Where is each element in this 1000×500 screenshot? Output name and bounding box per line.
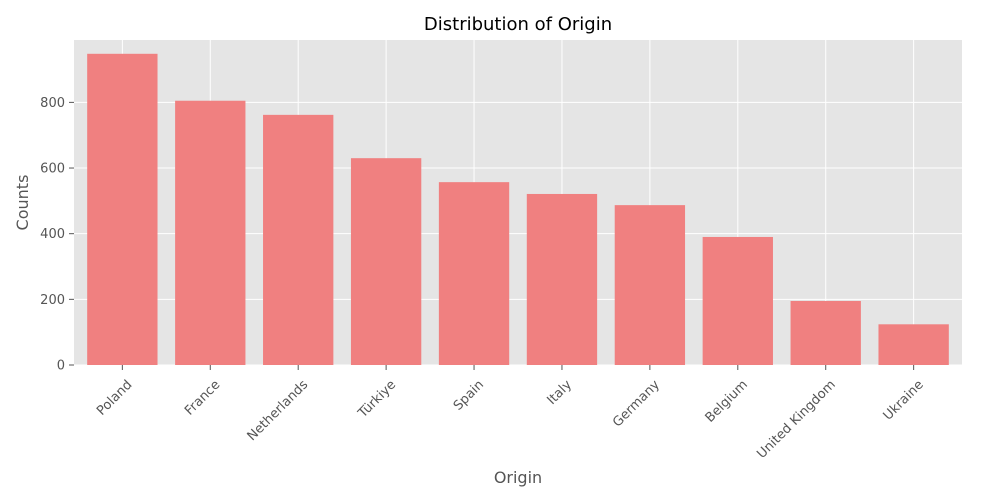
x-tick-label: Türkiye <box>355 377 399 421</box>
bar-italy <box>526 193 598 365</box>
y-tick-label: 800 <box>40 96 65 111</box>
x-tick-label: Poland <box>94 377 135 418</box>
x-tick-label: Netherlands <box>245 377 312 444</box>
bar-belgium <box>702 236 773 365</box>
bar-poland <box>87 53 158 366</box>
y-axis-label: Counts <box>13 175 32 231</box>
y-tick-label: 400 <box>40 227 65 242</box>
y-tick-label: 200 <box>40 293 65 308</box>
bars <box>87 53 949 366</box>
x-tick-label: Italy <box>544 377 575 408</box>
x-tick-label: Spain <box>451 377 487 413</box>
bar-france <box>175 100 246 365</box>
bar-t-rkiye <box>350 158 422 365</box>
chart-title: Distribution of Origin <box>424 14 612 35</box>
bar-germany <box>614 205 686 365</box>
x-tick-label: Ukraine <box>881 377 927 423</box>
y-tick-label: 600 <box>40 162 65 177</box>
x-tick-label: United Kingdom <box>754 377 838 461</box>
x-tick-label: Belgium <box>703 377 751 425</box>
x-tick-label: France <box>182 377 223 418</box>
y-axis-ticks: 0 200 400 600 800 <box>40 96 74 374</box>
bar-spain <box>438 182 510 365</box>
x-axis-label: Origin <box>494 468 542 487</box>
y-tick-label: 0 <box>57 359 65 374</box>
x-tick-label: Germany <box>610 377 663 430</box>
bar-netherlands <box>263 114 334 366</box>
x-axis-ticks: Poland France Netherlands Türkiye Spain Italy… <box>94 365 927 462</box>
bar-united-kingdom <box>790 300 861 365</box>
bar-ukraine <box>878 324 949 365</box>
